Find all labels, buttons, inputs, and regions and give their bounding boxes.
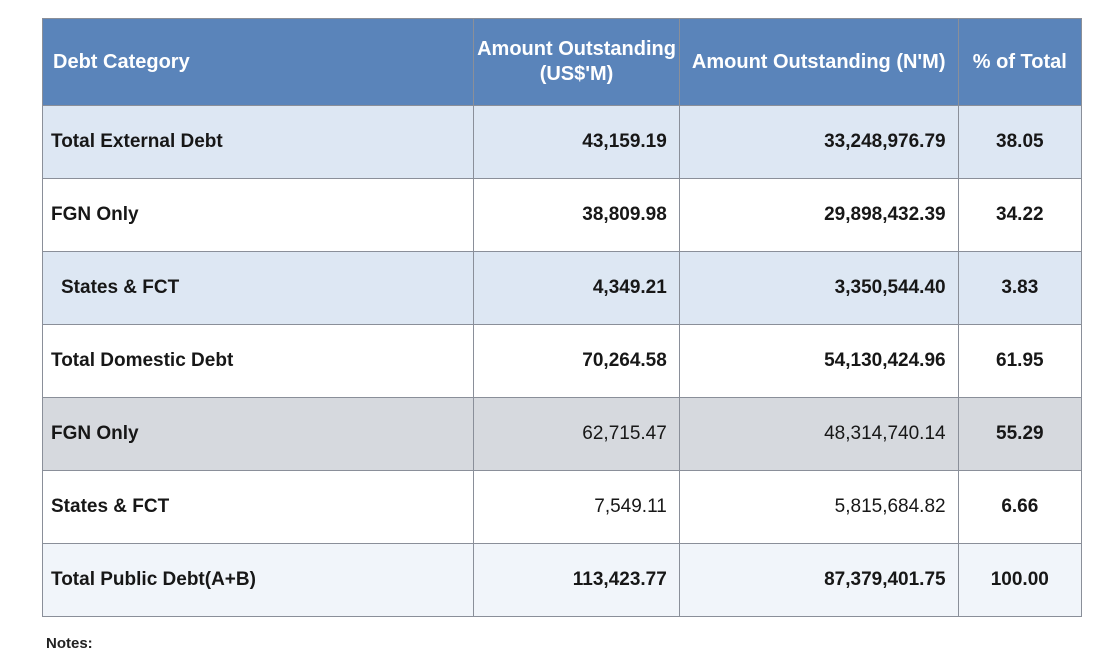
col-header-usd: Amount Outstanding (US$'M) — [474, 19, 680, 106]
cell-ngn: 87,379,401.75 — [679, 544, 958, 617]
table-row: Total Domestic Debt 70,264.58 54,130,424… — [43, 325, 1082, 398]
cell-ngn: 33,248,976.79 — [679, 106, 958, 179]
table-row: FGN Only 38,809.98 29,898,432.39 34.22 — [43, 179, 1082, 252]
cell-usd: 7,549.11 — [474, 471, 680, 544]
cell-usd: 43,159.19 — [474, 106, 680, 179]
cell-category: States & FCT — [43, 252, 474, 325]
cell-pct: 38.05 — [958, 106, 1081, 179]
table-row: FGN Only 62,715.47 48,314,740.14 55.29 — [43, 398, 1082, 471]
cell-ngn: 5,815,684.82 — [679, 471, 958, 544]
cell-category: States & FCT — [43, 471, 474, 544]
cell-category: Total External Debt — [43, 106, 474, 179]
table-body: Total External Debt 43,159.19 33,248,976… — [43, 106, 1082, 617]
table-row: States & FCT 4,349.21 3,350,544.40 3.83 — [43, 252, 1082, 325]
cell-category: FGN Only — [43, 179, 474, 252]
cell-pct: 61.95 — [958, 325, 1081, 398]
cell-usd: 4,349.21 — [474, 252, 680, 325]
debt-summary-table: Debt Category Amount Outstanding (US$'M)… — [42, 18, 1082, 617]
col-header-ngn: Amount Outstanding (N'M) — [679, 19, 958, 106]
cell-usd: 113,423.77 — [474, 544, 680, 617]
cell-ngn: 3,350,544.40 — [679, 252, 958, 325]
table-row: States & FCT 7,549.11 5,815,684.82 6.66 — [43, 471, 1082, 544]
cell-ngn: 54,130,424.96 — [679, 325, 958, 398]
cell-ngn: 29,898,432.39 — [679, 179, 958, 252]
cell-usd: 70,264.58 — [474, 325, 680, 398]
cell-usd: 38,809.98 — [474, 179, 680, 252]
cell-category: FGN Only — [43, 398, 474, 471]
table-header: Debt Category Amount Outstanding (US$'M)… — [43, 19, 1082, 106]
cell-pct: 3.83 — [958, 252, 1081, 325]
cell-ngn: 48,314,740.14 — [679, 398, 958, 471]
col-header-pct: % of Total — [958, 19, 1081, 106]
cell-pct: 55.29 — [958, 398, 1081, 471]
cell-pct: 6.66 — [958, 471, 1081, 544]
notes-label: Notes: — [46, 635, 1082, 652]
page-container: Debt Category Amount Outstanding (US$'M)… — [0, 0, 1120, 652]
table-row: Total Public Debt(A+B) 113,423.77 87,379… — [43, 544, 1082, 617]
col-header-category: Debt Category — [43, 19, 474, 106]
cell-category: Total Domestic Debt — [43, 325, 474, 398]
table-row: Total External Debt 43,159.19 33,248,976… — [43, 106, 1082, 179]
cell-pct: 100.00 — [958, 544, 1081, 617]
cell-category: Total Public Debt(A+B) — [43, 544, 474, 617]
cell-pct: 34.22 — [958, 179, 1081, 252]
cell-usd: 62,715.47 — [474, 398, 680, 471]
